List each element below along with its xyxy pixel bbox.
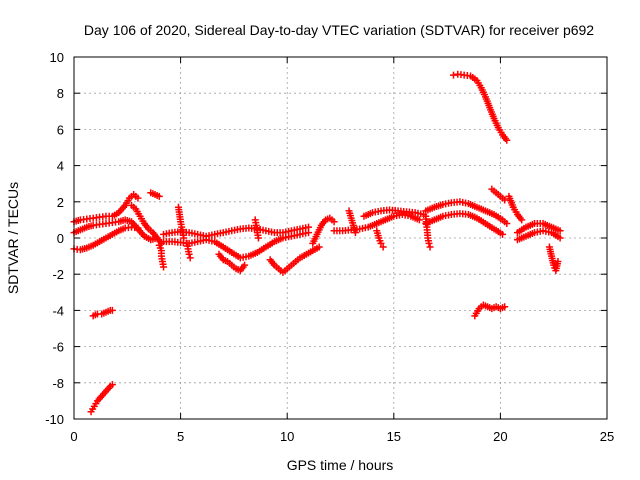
data-point bbox=[501, 196, 509, 204]
data-point bbox=[377, 239, 385, 247]
data-point bbox=[426, 243, 434, 251]
series-band-right-high bbox=[422, 198, 511, 228]
series-band-far-right-low bbox=[513, 227, 564, 244]
series-spike-5 bbox=[174, 203, 188, 242]
series-neg-cluster-right bbox=[471, 301, 509, 320]
grid-lines bbox=[74, 57, 607, 419]
data-point bbox=[180, 234, 188, 242]
y-tick-label: 4 bbox=[57, 159, 64, 174]
series-band-far-right bbox=[513, 220, 564, 237]
series-blob-3.9 bbox=[147, 189, 163, 200]
data-point bbox=[185, 250, 193, 258]
series-band-lower-left bbox=[70, 223, 142, 254]
data-point bbox=[518, 216, 526, 224]
series-band-low-mid bbox=[160, 229, 313, 262]
series-upper-right-mid bbox=[360, 206, 428, 220]
data-point bbox=[134, 194, 142, 202]
y-tick-label: 6 bbox=[57, 122, 64, 137]
data-points bbox=[70, 70, 564, 416]
data-point bbox=[556, 227, 564, 235]
series-blob-20 bbox=[488, 185, 509, 204]
y-tick-label: 10 bbox=[50, 50, 64, 65]
tick-labels: 0 5 10 15 20 25 -10 -8 -6 -4 -2 0 2 4 6 8 10 bbox=[45, 50, 614, 444]
data-point bbox=[554, 258, 562, 266]
series-neg-cluster-left bbox=[89, 306, 116, 320]
series-spike-5.3 bbox=[183, 239, 194, 262]
y-tick-label: 2 bbox=[57, 195, 64, 210]
series-arc-left bbox=[128, 201, 165, 247]
series-spur-left bbox=[155, 241, 168, 271]
x-tick-label: 15 bbox=[387, 429, 401, 444]
data-point bbox=[415, 216, 423, 224]
x-tick-label: 10 bbox=[280, 429, 294, 444]
y-tick-label: -4 bbox=[52, 303, 64, 318]
data-point bbox=[315, 243, 323, 251]
data-point bbox=[503, 220, 511, 228]
x-tick-label: 5 bbox=[177, 429, 184, 444]
data-point bbox=[501, 303, 509, 311]
data-point bbox=[330, 218, 338, 226]
data-point bbox=[499, 230, 507, 238]
y-tick-label: -2 bbox=[52, 267, 64, 282]
series-spike-22.5 bbox=[545, 243, 562, 275]
y-tick-label: -10 bbox=[45, 412, 64, 427]
series-bump-20.7 bbox=[505, 192, 526, 224]
series-band-mid-left bbox=[70, 216, 161, 244]
data-point bbox=[379, 243, 387, 251]
data-point bbox=[108, 306, 116, 314]
plot-frame bbox=[73, 56, 608, 420]
data-point bbox=[305, 229, 313, 237]
y-tick-label: 8 bbox=[57, 86, 64, 101]
data-point bbox=[449, 71, 457, 79]
series-band-upper-left bbox=[70, 191, 142, 226]
series-spike-16.6 bbox=[422, 212, 434, 251]
series-spike-8.5 bbox=[251, 216, 262, 242]
y-tick-label: 0 bbox=[57, 231, 64, 246]
data-point bbox=[186, 254, 194, 262]
y-tick-label: -8 bbox=[52, 376, 64, 391]
x-tick-label: 0 bbox=[70, 429, 77, 444]
data-point bbox=[254, 234, 262, 242]
series-spike-13 bbox=[345, 207, 359, 237]
data-point bbox=[160, 263, 168, 271]
chart-title: Day 106 of 2020, Sidereal Day-to-day VTE… bbox=[84, 22, 594, 38]
x-tick-label: 25 bbox=[600, 429, 614, 444]
x-tick-label: 20 bbox=[493, 429, 507, 444]
series-spike-14.4 bbox=[373, 227, 387, 251]
series-low-arc-left bbox=[87, 381, 116, 416]
x-axis-label: GPS time / hours bbox=[287, 457, 394, 473]
data-point bbox=[425, 239, 433, 247]
data-point bbox=[155, 192, 163, 200]
y-tick-label: -6 bbox=[52, 340, 64, 355]
series-dip-10 bbox=[266, 243, 323, 276]
series-high-arc-right bbox=[449, 70, 511, 144]
data-point bbox=[351, 229, 359, 237]
series-dip-7 bbox=[215, 250, 249, 275]
data-point bbox=[503, 136, 511, 144]
y-axis-label: SDTVAR / TECUs bbox=[5, 182, 21, 294]
series-rise-11.5 bbox=[309, 214, 338, 247]
data-point bbox=[556, 234, 564, 242]
data-point bbox=[108, 381, 116, 389]
data-point bbox=[241, 261, 249, 269]
